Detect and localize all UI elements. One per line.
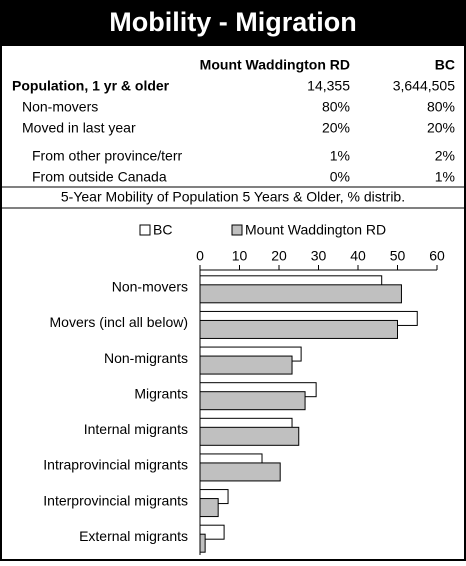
title-bar xyxy=(0,0,466,46)
y-tick-label: Internal migrants xyxy=(84,421,188,437)
column-header: Mount Waddington RD xyxy=(200,57,350,73)
cell: 20% xyxy=(322,120,350,136)
row-label: From other province/terr xyxy=(32,148,182,164)
row-label: Non-movers xyxy=(22,99,98,115)
cell: 14,355 xyxy=(307,78,350,94)
cell: 1% xyxy=(330,148,350,164)
cell: 0% xyxy=(330,169,350,185)
y-tick-label: Movers (incl all below) xyxy=(50,314,188,330)
y-tick-label: External migrants xyxy=(79,528,188,544)
y-tick-label: Non-movers xyxy=(112,279,188,295)
column-header: BC xyxy=(435,57,455,73)
x-tick-label: 40 xyxy=(350,248,366,264)
x-tick-label: 60 xyxy=(429,248,445,264)
y-tick-label: Intraprovincial migrants xyxy=(43,457,188,473)
y-tick-label: Non-migrants xyxy=(104,350,188,366)
bar xyxy=(199,426,300,446)
cell: 3,644,505 xyxy=(393,78,455,94)
legend-label: Mount Waddington RD xyxy=(245,222,386,238)
bar xyxy=(199,319,398,339)
legend-swatch xyxy=(231,224,243,236)
page-title: Mobility - Migration xyxy=(109,7,356,37)
y-tick-label: Migrants xyxy=(134,385,188,401)
bar xyxy=(199,533,206,553)
x-tick-label: 0 xyxy=(196,248,204,264)
bar xyxy=(199,462,281,482)
y-tick-label: Interprovincial migrants xyxy=(43,492,188,508)
cell: 1% xyxy=(435,169,455,185)
row-label: From outside Canada xyxy=(32,169,167,185)
cell: 2% xyxy=(435,148,455,164)
legend-swatch xyxy=(139,224,151,236)
cell: 20% xyxy=(427,120,455,136)
x-tick-label: 10 xyxy=(232,248,248,264)
x-tick-label: 30 xyxy=(311,248,327,264)
bar xyxy=(199,498,219,518)
x-tick-label: 20 xyxy=(271,248,287,264)
x-tick-label: 50 xyxy=(390,248,406,264)
cell: 80% xyxy=(322,99,350,115)
cell: 80% xyxy=(427,99,455,115)
legend-label: BC xyxy=(153,222,172,238)
bar xyxy=(199,355,293,375)
bar xyxy=(199,284,402,304)
row-label: Population, 1 yr & older xyxy=(12,78,170,94)
chart-title: 5-Year Mobility of Population 5 Years & … xyxy=(61,189,405,205)
row-label: Moved in last year xyxy=(22,120,136,136)
bar xyxy=(199,391,306,411)
